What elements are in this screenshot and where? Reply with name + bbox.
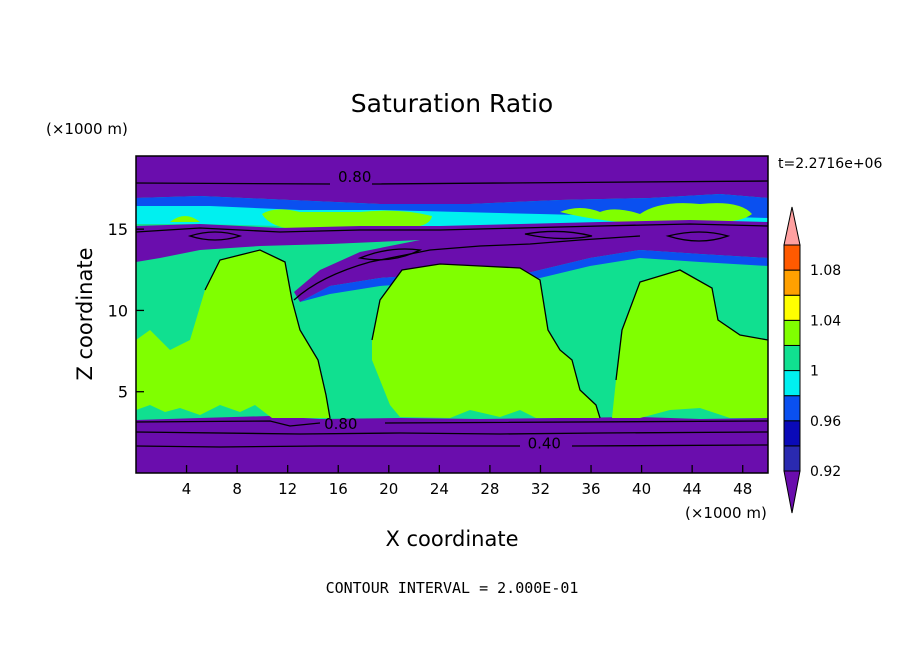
- colorbar-swatch: [783, 344, 801, 372]
- contour-label-2: 0.40: [528, 435, 561, 453]
- colorbar-swatch: [783, 395, 801, 422]
- x-tick-label: 24: [430, 480, 449, 498]
- x-axis-label: X coordinate: [385, 527, 518, 551]
- contour-tower-left: [204, 249, 331, 419]
- x-tick-label: 12: [278, 480, 297, 498]
- top-stratosphere-band: [136, 156, 768, 204]
- upper-purple-layer: [136, 220, 768, 302]
- colorbar-swatch: [783, 370, 801, 397]
- chart-title: Saturation Ratio: [351, 89, 553, 118]
- x-tick-label: 20: [379, 480, 398, 498]
- colorbar-min-arrow: [783, 470, 801, 514]
- colorbar-tick-label: 0.92: [810, 464, 841, 480]
- x-tick-label: 28: [480, 480, 499, 498]
- contour-080-upper: [136, 180, 768, 185]
- colorbar-swatch: [783, 319, 801, 346]
- plot-frame: [135, 155, 769, 474]
- colorbar-swatch: [783, 294, 801, 321]
- tropopause-cloud-left: [170, 216, 200, 222]
- contour-label-1: 0.80: [324, 415, 357, 433]
- y-axis-label: Z coordinate: [73, 247, 97, 380]
- y-tick-label: 10: [108, 301, 128, 320]
- x-tick-label: 32: [531, 480, 550, 498]
- colorbar-max-arrow: [783, 206, 801, 246]
- plot-area: [136, 156, 768, 473]
- contour-closed-tropo: [524, 230, 593, 240]
- contour-interval-footer: CONTOUR INTERVAL = 2.000E-01: [326, 579, 579, 597]
- x-tick-label: 16: [329, 480, 348, 498]
- colorbar-tick-label: 1.04: [810, 313, 841, 329]
- contour-040: [136, 444, 768, 448]
- colorbar-swatch: [783, 445, 801, 472]
- x-tick-label: 36: [581, 480, 600, 498]
- cloud-tower-left: [136, 250, 330, 418]
- colorbar-swatch: [783, 244, 801, 271]
- contour-tower-right: [615, 269, 768, 381]
- x-tick-label: 44: [683, 480, 702, 498]
- x-unit-label: (×1000 m): [685, 504, 767, 522]
- colorbar-tick-label: 1: [810, 364, 819, 380]
- colorbar: 0.92 0.96 1 1.04 1.08: [783, 206, 841, 514]
- colorbar-swatch: [783, 420, 801, 447]
- tropopause-cloud-right: [560, 203, 752, 224]
- cloud-tower-far-left: [136, 342, 156, 392]
- x-tick-label: 40: [632, 480, 651, 498]
- cloud-tower-right: [612, 270, 768, 418]
- contour-label-0: 0.80: [338, 168, 371, 186]
- colorbar-tick-label: 1.08: [810, 263, 841, 279]
- tropopause-cloud-mid: [262, 209, 432, 230]
- contour-lower-mid: [136, 431, 768, 435]
- contour-upper-purple-edge: [136, 223, 768, 233]
- time-label: t=2.2716e+06: [778, 156, 882, 172]
- colorbar-swatch: [783, 269, 801, 296]
- y-unit-label: (×1000 m): [46, 120, 128, 138]
- contour-closed-right: [665, 231, 731, 242]
- contour-080-lower: [136, 420, 768, 427]
- x-tick-label: 4: [182, 480, 192, 498]
- y-tick-label: 15: [108, 220, 128, 239]
- contour-closed-left: [187, 231, 243, 241]
- y-tick-label: 5: [118, 383, 128, 402]
- x-tick-label: 8: [232, 480, 242, 498]
- colorbar-tick-label: 0.96: [810, 414, 841, 430]
- lower-purple-band: [136, 416, 768, 473]
- contour-tongue: [293, 235, 641, 301]
- contour-tower-center: [371, 263, 601, 419]
- x-tick-label: 48: [733, 480, 752, 498]
